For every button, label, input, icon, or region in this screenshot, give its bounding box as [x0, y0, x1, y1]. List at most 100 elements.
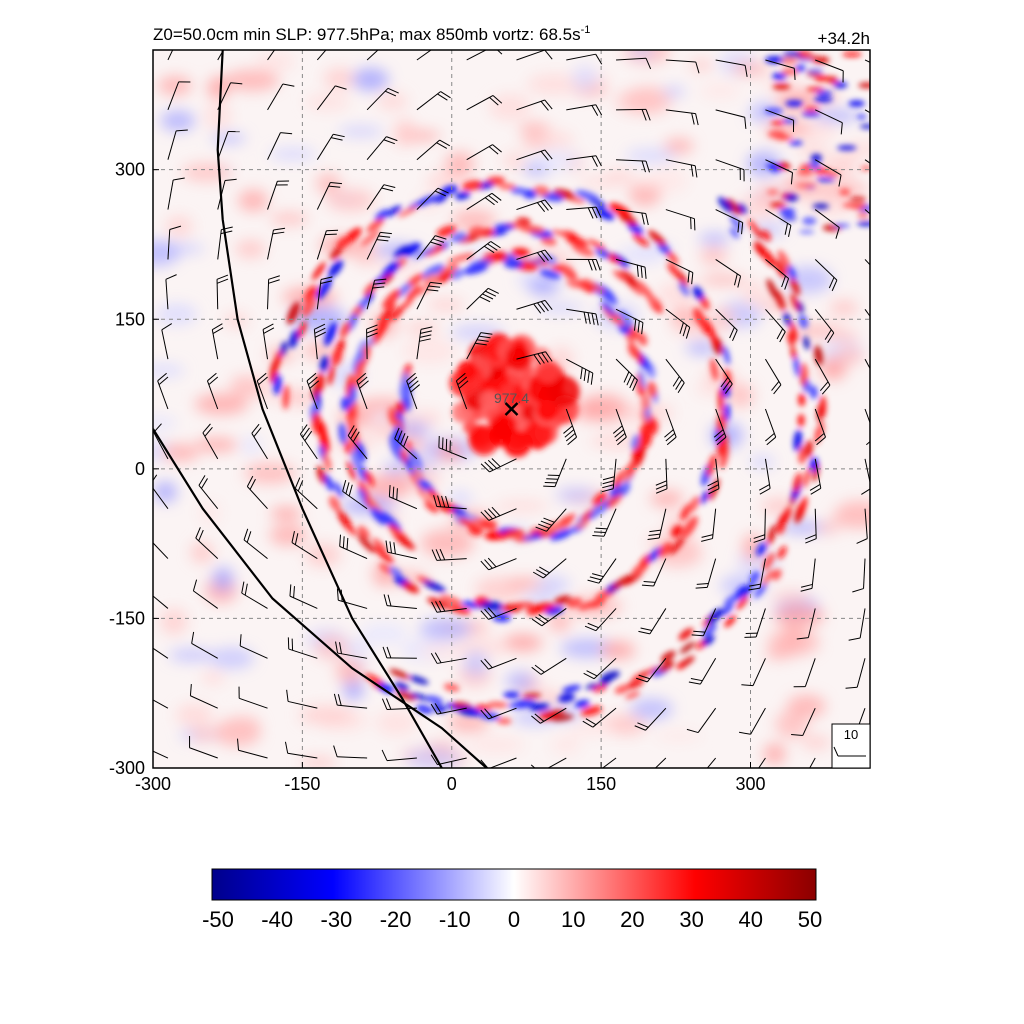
rainband-cell [658, 542, 673, 557]
rainband-cell [364, 470, 375, 487]
wind-barb [366, 231, 392, 260]
field-blob [238, 189, 269, 212]
rainband-cell [678, 627, 694, 641]
field-blob [765, 647, 792, 660]
rainband-cell [589, 598, 606, 608]
field-blob [175, 703, 214, 727]
rainband-cell [839, 188, 851, 196]
wind-barb [267, 275, 280, 310]
rainband-cell [614, 684, 630, 694]
rainband-cell [768, 524, 777, 539]
field-blob [816, 521, 841, 534]
rainband-cell [837, 145, 857, 151]
wind-barb [416, 91, 451, 111]
rainband-cell [857, 221, 870, 227]
rainband-cell [600, 671, 620, 682]
wind-barb [654, 757, 667, 768]
wind-barb [616, 159, 650, 173]
wind-barb [294, 477, 318, 510]
wind-barb [582, 707, 617, 728]
rainband-cell [793, 355, 800, 377]
rainband-cell [390, 305, 405, 322]
field-blob [550, 735, 581, 755]
rainband-cell [592, 491, 608, 507]
wind-barb [634, 707, 667, 731]
rainband-cell [557, 514, 577, 525]
field-blob [200, 670, 225, 686]
rainband-cell [409, 675, 429, 685]
wind-barb [211, 323, 224, 360]
rainband-cell [522, 693, 542, 699]
wind-barb [316, 85, 347, 111]
wind-barb [480, 458, 517, 473]
field-blob [521, 136, 549, 150]
rainband-cell [345, 522, 357, 536]
field-blob [204, 102, 232, 130]
rainband-cell [826, 171, 840, 177]
wind-barb [342, 479, 368, 510]
wind-barb [167, 129, 188, 160]
wind-barb [286, 689, 318, 709]
wind-barb [615, 358, 638, 392]
rainband-cell [468, 226, 484, 236]
field-blob [210, 133, 246, 144]
rainband-cell [754, 582, 767, 599]
wind-barb [316, 182, 343, 210]
rainband-cell [426, 597, 451, 609]
rainband-cell [499, 183, 516, 190]
rainband-cell [688, 496, 700, 513]
rainband-cell [749, 571, 760, 584]
y-tick-label: -150 [109, 608, 145, 628]
wind-barb [430, 754, 467, 766]
wind-barb [336, 588, 368, 609]
wind-barb [758, 757, 766, 768]
rainband-cell [761, 230, 771, 242]
plot-frame [152, 49, 871, 769]
field-blob [427, 298, 465, 312]
wind-barb [616, 108, 651, 121]
wind-barb [814, 209, 840, 239]
field-blob [157, 75, 193, 96]
rainband-cell [625, 691, 640, 700]
rainband-cell [790, 321, 798, 342]
wind-barb [531, 707, 567, 724]
field-blob [195, 437, 239, 452]
wind-barb [430, 652, 467, 664]
rainband-cell [660, 650, 676, 662]
rainband-cell [802, 217, 817, 225]
field-blob [568, 719, 615, 737]
rainband-cell [775, 259, 788, 278]
field-blob [269, 212, 309, 225]
rainband-cell [394, 682, 410, 691]
wind-barb [217, 226, 233, 260]
eye-blob [535, 359, 560, 384]
wind-barb [638, 608, 667, 635]
wind-barb [416, 187, 449, 210]
y-axis-ticks: -300 -150 0 150 300 [109, 160, 159, 778]
field-blob [191, 725, 214, 744]
field-blob [326, 188, 375, 212]
rainband-cell [779, 163, 791, 170]
rainband-cell [319, 355, 330, 372]
rainband-cell [558, 693, 575, 703]
wind-barb [791, 707, 816, 736]
wind-barb [167, 225, 182, 260]
rainband-cell [669, 536, 686, 555]
rainband-cell [360, 230, 380, 247]
rainband-cell [443, 683, 460, 692]
wind-barb [153, 542, 169, 559]
field-blob [360, 623, 409, 644]
rainband-cell [783, 212, 795, 220]
field-blob [160, 608, 188, 635]
rainband-cell [328, 260, 344, 278]
rainband-cell [700, 490, 709, 505]
wind-barb [800, 558, 816, 592]
rainband-cell [375, 209, 390, 221]
field-blob [153, 481, 177, 503]
rainband-cell [678, 282, 690, 297]
rainband-cell [424, 500, 439, 513]
wind-barb [416, 326, 433, 360]
rainband-cell [364, 495, 376, 512]
wind-barb [864, 308, 870, 318]
rainband-cell [796, 169, 814, 176]
